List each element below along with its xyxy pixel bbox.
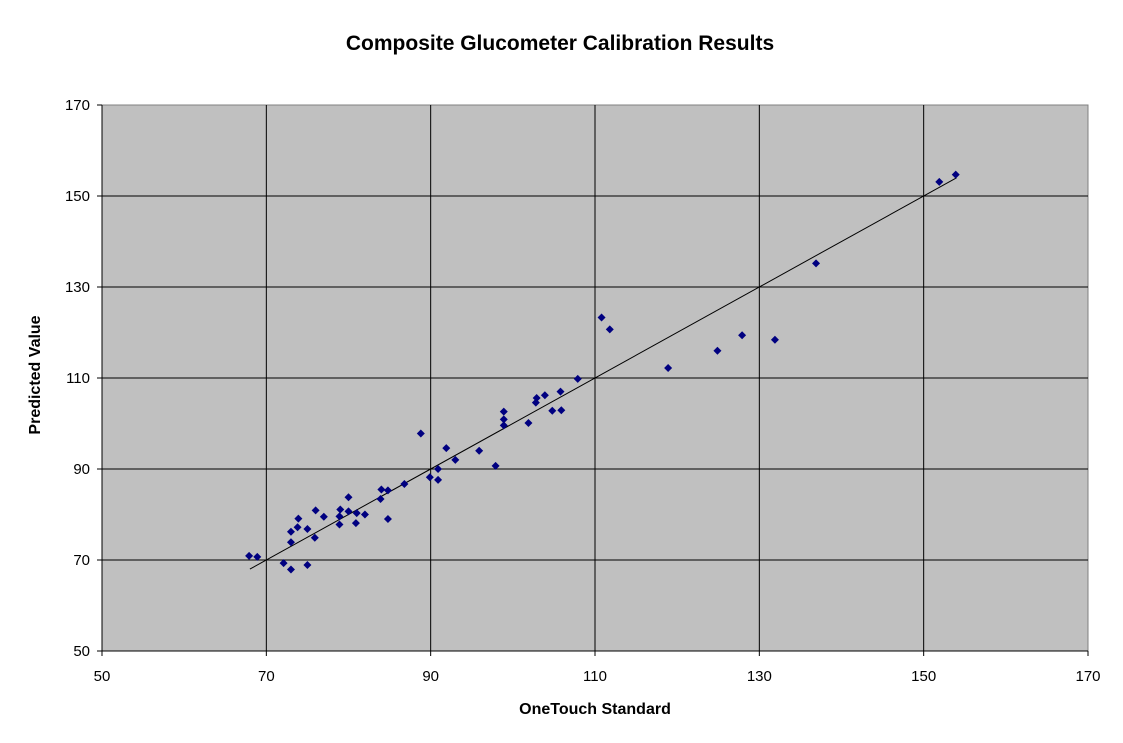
data-point xyxy=(434,475,443,484)
data-point xyxy=(425,473,434,482)
data-point xyxy=(344,507,353,516)
data-point xyxy=(293,523,302,532)
data-point xyxy=(286,538,295,547)
data-point xyxy=(738,331,747,340)
data-point xyxy=(245,551,254,560)
data-points xyxy=(245,170,960,574)
x-tick-label: 50 xyxy=(94,668,111,685)
data-point xyxy=(279,559,288,568)
data-point xyxy=(499,407,508,416)
data-point xyxy=(812,259,821,268)
x-axis-ticks: 50 70 90 110 130 150 170 xyxy=(94,650,1101,685)
y-tick-label: 70 xyxy=(73,552,90,569)
data-point xyxy=(344,493,353,502)
data-point xyxy=(557,406,566,415)
y-tick-label: 150 xyxy=(65,188,90,205)
data-point xyxy=(442,444,451,453)
data-point xyxy=(713,346,722,355)
y-axis-ticks: 50 70 90 110 130 150 170 xyxy=(65,97,103,660)
data-point xyxy=(310,533,319,542)
data-point xyxy=(311,506,320,515)
data-point xyxy=(294,514,303,523)
data-point xyxy=(556,387,565,396)
data-point xyxy=(951,170,960,179)
data-point xyxy=(540,391,549,400)
data-point xyxy=(770,335,779,344)
data-point xyxy=(253,552,262,561)
data-point xyxy=(335,512,344,521)
y-tick-label: 50 xyxy=(73,643,90,660)
data-point xyxy=(499,421,508,430)
data-point xyxy=(286,565,295,574)
data-point xyxy=(377,485,386,494)
y-tick-label: 90 xyxy=(73,461,90,478)
data-point xyxy=(335,520,344,529)
y-tick-label: 130 xyxy=(65,279,90,296)
data-point xyxy=(303,561,312,570)
y-tick-label: 110 xyxy=(66,370,90,387)
x-tick-label: 70 xyxy=(258,668,275,685)
chart-title: Composite Glucometer Calibration Results xyxy=(346,32,774,55)
data-point xyxy=(491,461,500,470)
data-point xyxy=(352,509,361,518)
x-tick-label: 150 xyxy=(911,668,936,685)
data-point xyxy=(383,515,392,524)
trendline xyxy=(249,177,957,570)
x-tick-label: 90 xyxy=(422,668,439,685)
data-point xyxy=(597,313,606,322)
data-point xyxy=(351,519,360,528)
data-point xyxy=(400,480,409,489)
data-point xyxy=(319,512,328,521)
data-point xyxy=(451,455,460,464)
y-axis-label: Predicted Value xyxy=(27,315,44,434)
data-point xyxy=(303,525,312,534)
data-point xyxy=(376,495,385,504)
data-point xyxy=(548,406,557,415)
x-tick-label: 130 xyxy=(747,668,772,685)
data-point xyxy=(434,465,443,473)
data-point xyxy=(935,177,944,186)
data-point xyxy=(286,527,295,536)
x-tick-label: 110 xyxy=(583,668,607,685)
data-point xyxy=(573,374,582,383)
data-point xyxy=(605,325,614,334)
data-point xyxy=(532,394,541,403)
x-tick-label: 170 xyxy=(1075,668,1100,685)
data-point xyxy=(360,510,369,519)
data-point xyxy=(336,505,345,514)
data-point xyxy=(664,363,673,372)
data-point xyxy=(475,446,484,455)
y-tick-label: 170 xyxy=(65,97,90,114)
data-point xyxy=(499,415,508,424)
data-point xyxy=(524,419,533,428)
data-point xyxy=(416,429,425,438)
trendline-group xyxy=(249,177,957,570)
x-axis-label: OneTouch Standard xyxy=(519,701,671,718)
data-point xyxy=(383,486,392,495)
